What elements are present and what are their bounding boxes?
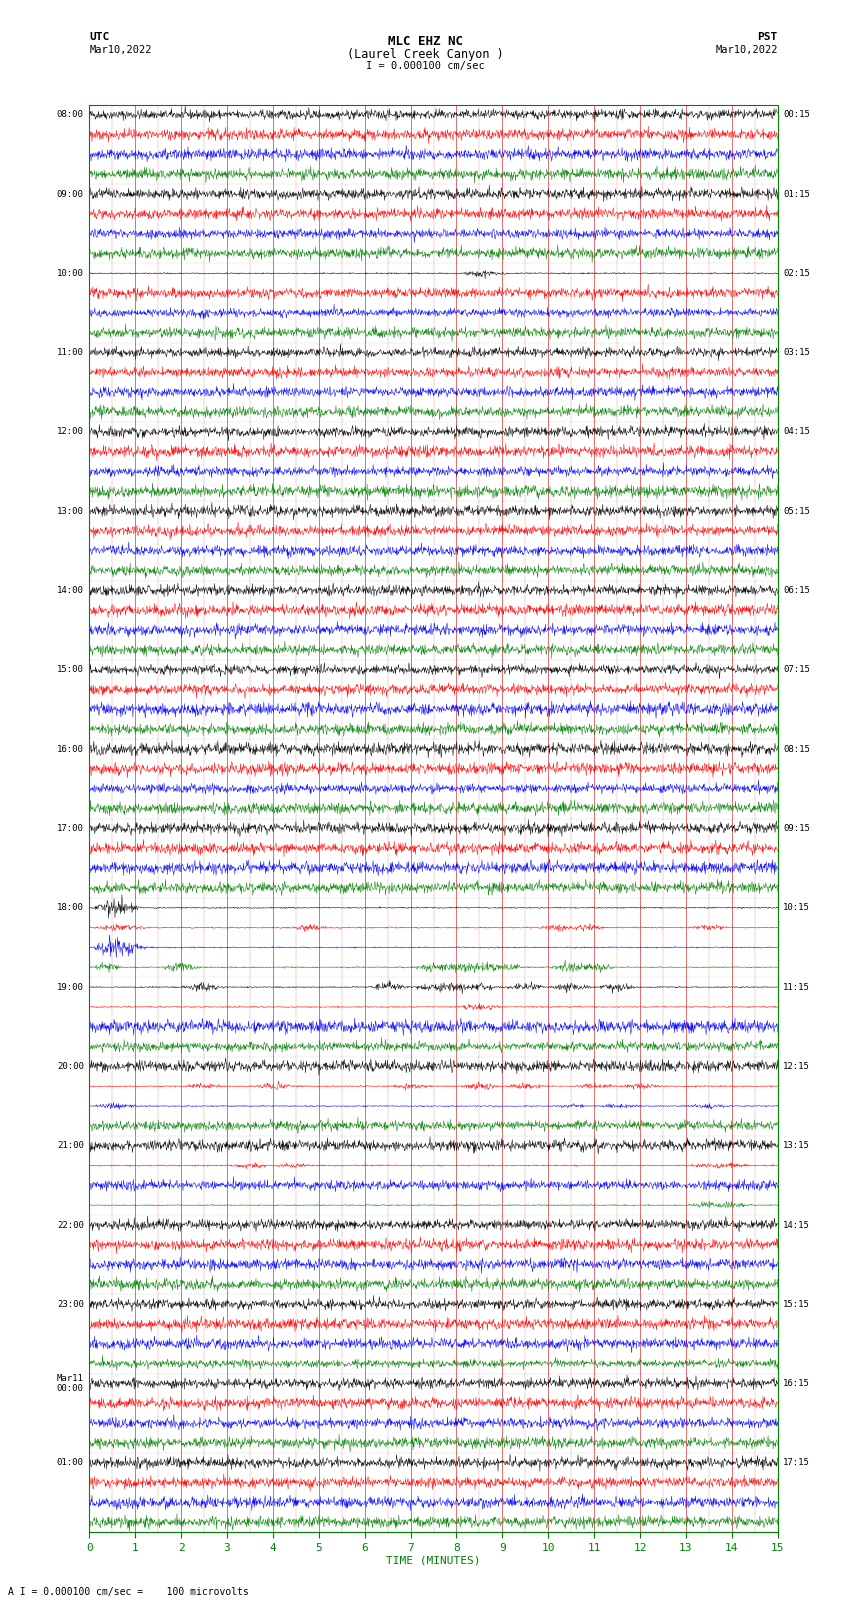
- Text: 20:00: 20:00: [57, 1061, 84, 1071]
- Text: 01:15: 01:15: [783, 190, 810, 198]
- Text: UTC: UTC: [89, 32, 110, 42]
- Text: 15:00: 15:00: [57, 666, 84, 674]
- Text: 17:00: 17:00: [57, 824, 84, 832]
- Text: 09:15: 09:15: [783, 824, 810, 832]
- Text: 06:15: 06:15: [783, 586, 810, 595]
- Text: 11:15: 11:15: [783, 982, 810, 992]
- Text: 19:00: 19:00: [57, 982, 84, 992]
- Text: 16:00: 16:00: [57, 745, 84, 753]
- Text: 14:15: 14:15: [783, 1221, 810, 1229]
- Text: 15:15: 15:15: [783, 1300, 810, 1308]
- Text: 07:15: 07:15: [783, 666, 810, 674]
- Text: 11:00: 11:00: [57, 348, 84, 356]
- Text: 22:00: 22:00: [57, 1221, 84, 1229]
- Text: PST: PST: [757, 32, 778, 42]
- Text: I = 0.000100 cm/sec: I = 0.000100 cm/sec: [366, 61, 484, 71]
- Text: 09:00: 09:00: [57, 190, 84, 198]
- Text: 00:15: 00:15: [783, 110, 810, 119]
- Text: 08:15: 08:15: [783, 745, 810, 753]
- Text: A I = 0.000100 cm/sec =    100 microvolts: A I = 0.000100 cm/sec = 100 microvolts: [8, 1587, 249, 1597]
- X-axis label: TIME (MINUTES): TIME (MINUTES): [386, 1555, 481, 1566]
- Text: 05:15: 05:15: [783, 506, 810, 516]
- Text: 13:15: 13:15: [783, 1142, 810, 1150]
- Text: Mar11
00:00: Mar11 00:00: [57, 1374, 84, 1394]
- Text: Mar10,2022: Mar10,2022: [715, 45, 778, 55]
- Text: 08:00: 08:00: [57, 110, 84, 119]
- Text: 21:00: 21:00: [57, 1142, 84, 1150]
- Text: 14:00: 14:00: [57, 586, 84, 595]
- Text: 03:15: 03:15: [783, 348, 810, 356]
- Text: MLC EHZ NC: MLC EHZ NC: [388, 35, 462, 48]
- Text: 17:15: 17:15: [783, 1458, 810, 1468]
- Text: (Laurel Creek Canyon ): (Laurel Creek Canyon ): [347, 48, 503, 61]
- Text: 12:00: 12:00: [57, 427, 84, 437]
- Text: 10:00: 10:00: [57, 269, 84, 277]
- Text: 23:00: 23:00: [57, 1300, 84, 1308]
- Text: 12:15: 12:15: [783, 1061, 810, 1071]
- Text: 10:15: 10:15: [783, 903, 810, 913]
- Text: 01:00: 01:00: [57, 1458, 84, 1468]
- Text: 13:00: 13:00: [57, 506, 84, 516]
- Text: Mar10,2022: Mar10,2022: [89, 45, 152, 55]
- Text: 18:00: 18:00: [57, 903, 84, 913]
- Text: 04:15: 04:15: [783, 427, 810, 437]
- Text: 02:15: 02:15: [783, 269, 810, 277]
- Text: 16:15: 16:15: [783, 1379, 810, 1389]
